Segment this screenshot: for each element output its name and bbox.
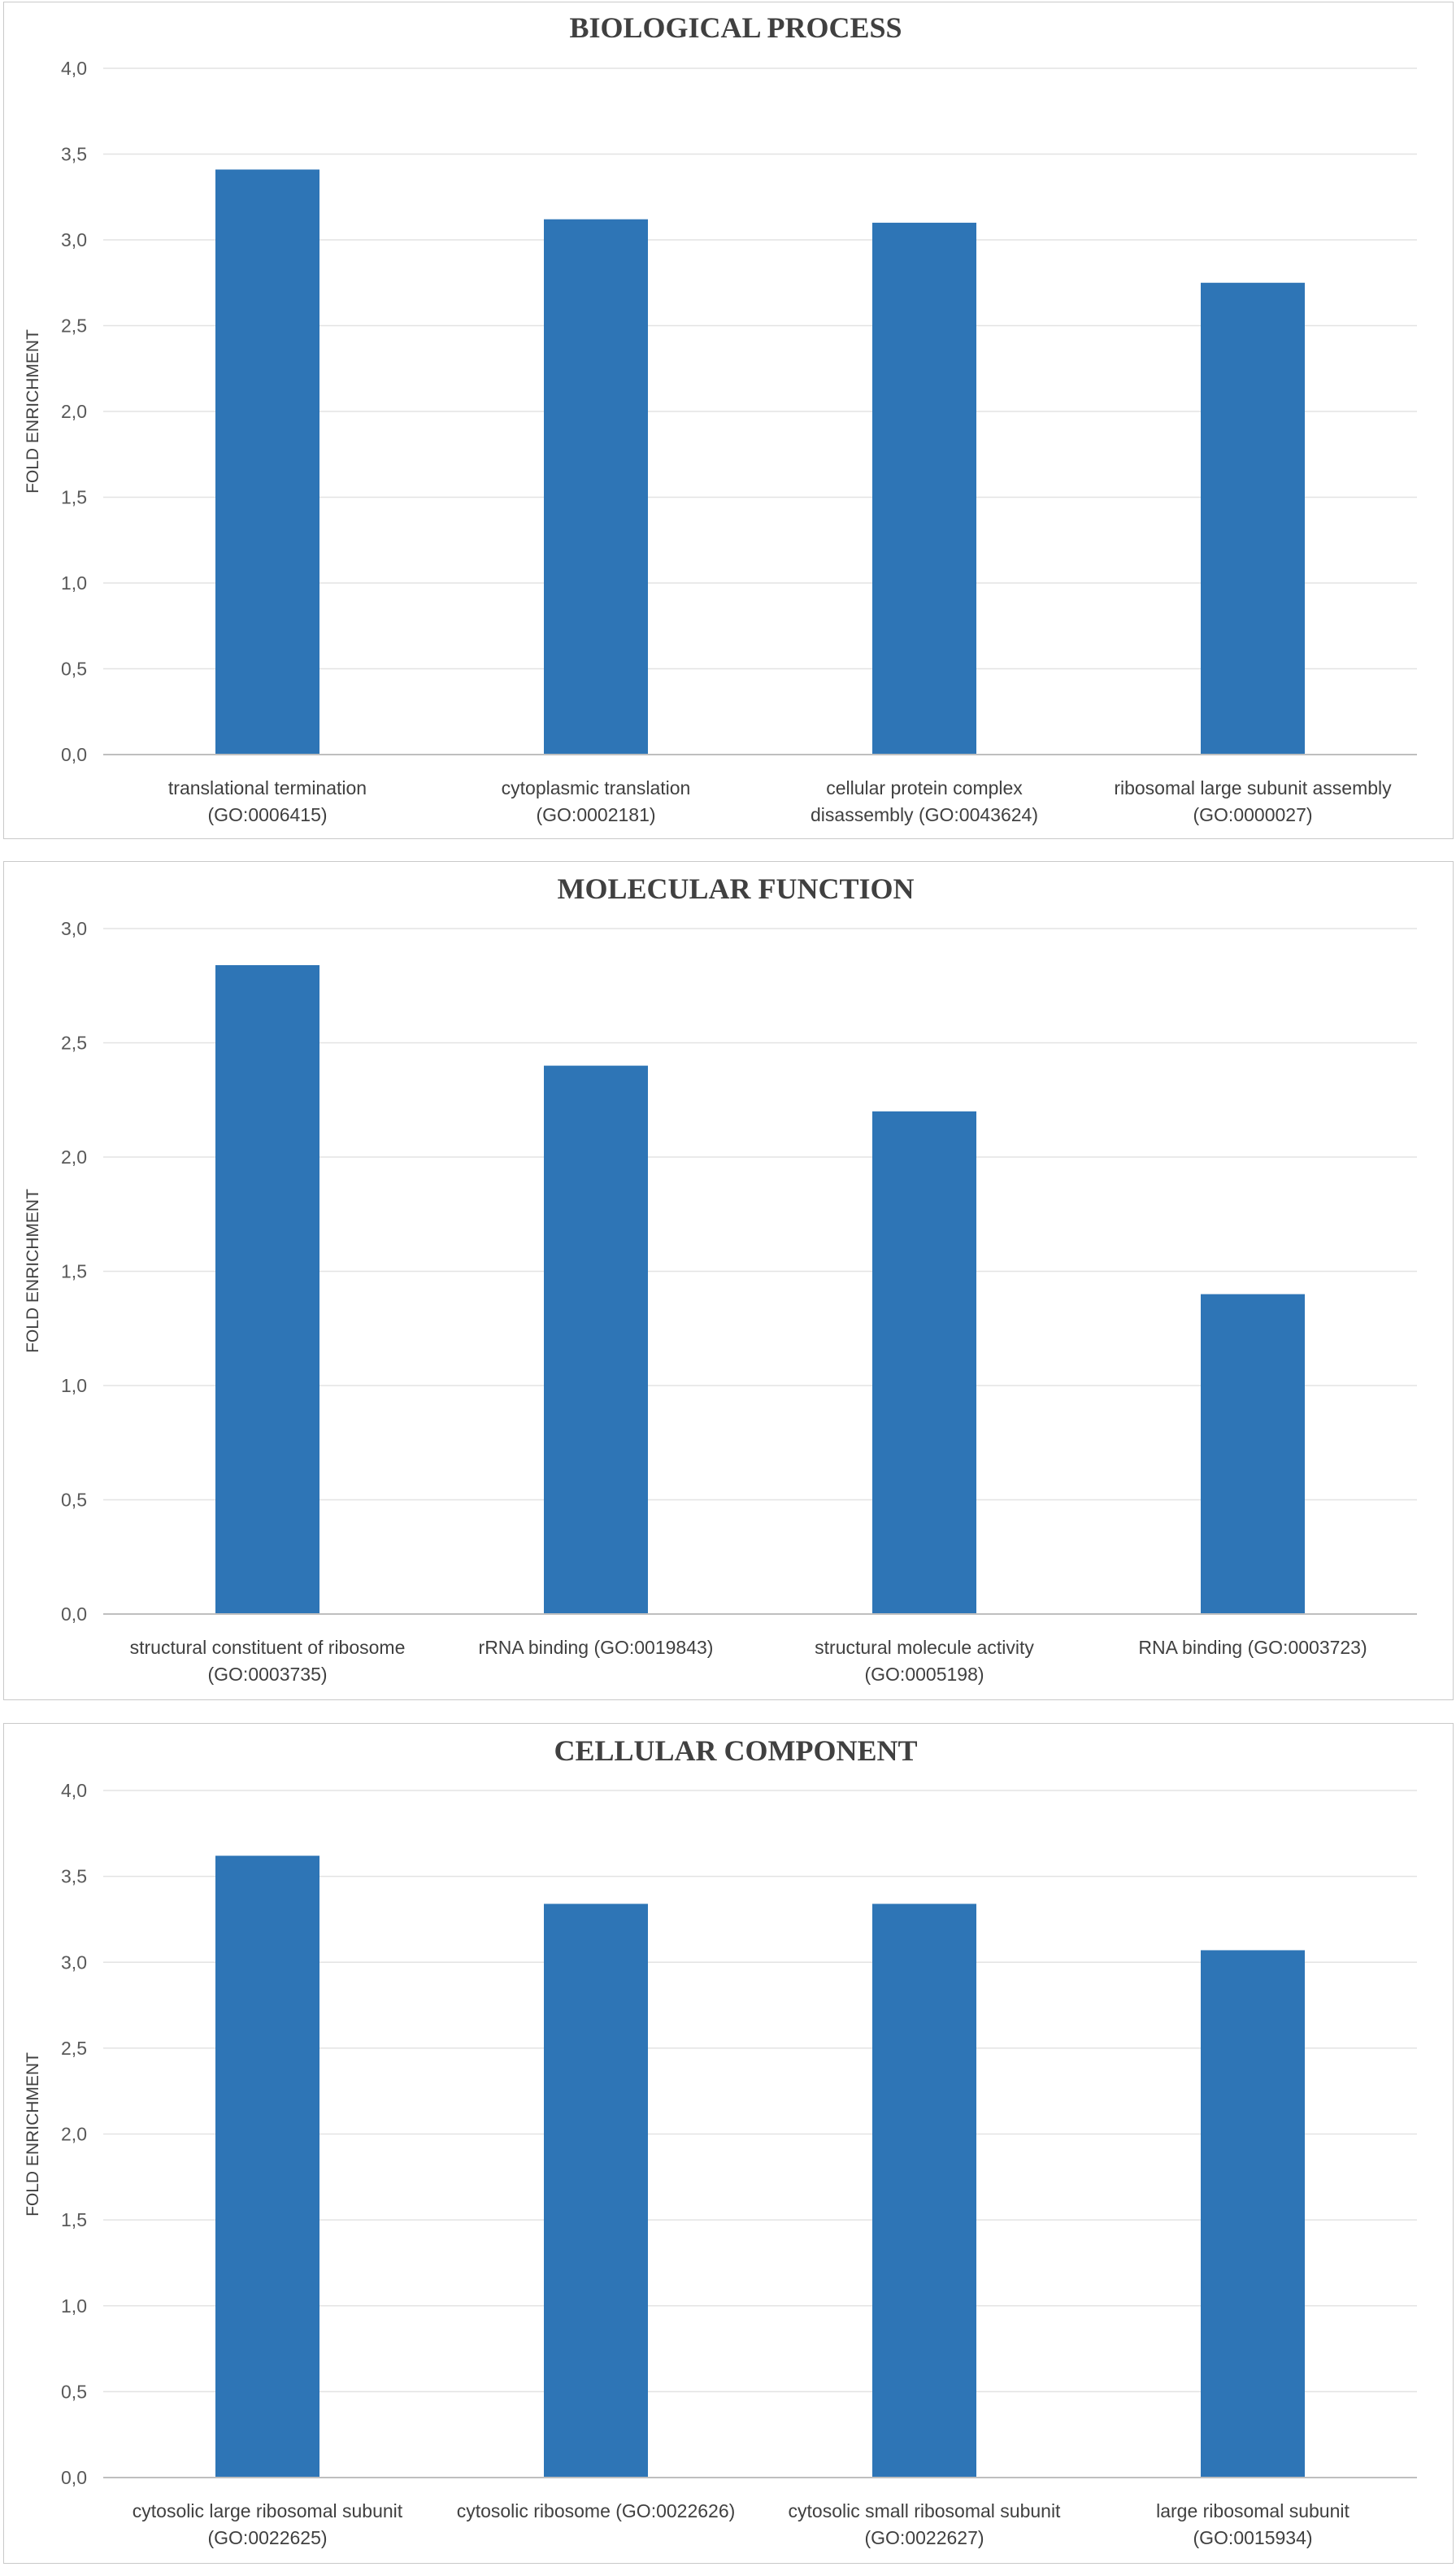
molecular-function-category-label: (GO:0003735) [207,1664,327,1685]
cellular-component-category-label: (GO:0022627) [864,2527,984,2548]
biological-process-y-tick-label: 4,0 [61,58,87,79]
cellular-component-y-tick-label: 0,0 [61,2467,87,2488]
cellular-component-bar [215,1856,319,2478]
biological-process-category-label: (GO:0006415) [207,804,327,825]
molecular-function-y-tick-label: 0,0 [61,1603,87,1625]
biological-process-y-tick-label: 2,5 [61,315,87,337]
molecular-function-category-label: structural constituent of ribosome [130,1637,406,1658]
molecular-function-category-label: (GO:0005198) [864,1664,984,1685]
cellular-component-y-tick-label: 2,0 [61,2124,87,2145]
biological-process-bar [1201,282,1305,755]
molecular-function-category-label: structural molecule activity [815,1637,1034,1658]
cellular-component-y-axis-label: FOLD ENRICHMENT [24,2052,42,2217]
biological-process-bar [215,169,319,755]
biological-process-y-tick-label: 3,0 [61,229,87,250]
molecular-function-category-label: RNA binding (GO:0003723) [1138,1637,1367,1658]
molecular-function-bar [215,964,319,1614]
molecular-function-bar [1201,1294,1305,1614]
molecular-function-bar [544,1065,648,1614]
biological-process-bar [872,222,976,755]
biological-process-y-tick-label: 2,0 [61,401,87,422]
cellular-component-y-tick-label: 3,5 [61,1866,87,1887]
cellular-component-y-tick-label: 0,5 [61,2381,87,2402]
cellular-component-bar [872,1903,976,2478]
cellular-component-bar [1201,1950,1305,2478]
molecular-function-y-tick-label: 1,0 [61,1375,87,1396]
molecular-function-y-tick-label: 3,0 [61,918,87,939]
biological-process-category-label: cytoplasmic translation [502,777,691,798]
molecular-function-chart: MOLECULAR FUNCTION FOLD ENRICHMENT 0,0 0,5 1… [24,872,1417,1685]
cellular-component-category-label: (GO:0015934) [1193,2527,1312,2548]
biological-process-y-axis-label: FOLD ENRICHMENT [24,329,42,494]
biological-process-y-tick-label: 3,5 [61,144,87,165]
cellular-component-panel: CELLULAR COMPONENT FOLD ENRICHMENT 0,0 0,5 1… [3,1723,1454,2564]
molecular-function-y-axis-label: FOLD ENRICHMENT [24,1189,42,1353]
cellular-component-chart: CELLULAR COMPONENT FOLD ENRICHMENT 0,0 0,5 1… [24,1734,1417,2548]
cellular-component-category-label: large ribosomal subunit [1156,2500,1350,2521]
biological-process-category-label: (GO:0000027) [1193,804,1312,825]
molecular-function-y-tick-label: 2,5 [61,1033,87,1054]
cellular-component-y-tick-label: 4,0 [61,1780,87,1801]
cellular-component-category-label: cytosolic small ribosomal subunit [789,2500,1062,2521]
biological-process-category-label: translational termination [168,777,367,798]
biological-process-category-label: ribosomal large subunit assembly [1114,777,1392,798]
cellular-component-y-tick-label: 1,5 [61,2209,87,2230]
biological-process-category-label: disassembly (GO:0043624) [811,804,1038,825]
biological-process-y-tick-label: 0,0 [61,744,87,765]
cellular-component-category-label: cytosolic ribosome (GO:0022626) [457,2500,736,2521]
cellular-component-y-tick-label: 3,0 [61,1951,87,1973]
biological-process-y-tick-label: 1,0 [61,572,87,594]
molecular-function-category-label: rRNA binding (GO:0019843) [479,1637,714,1658]
molecular-function-bar [872,1111,976,1614]
cellular-component-bar [544,1903,648,2478]
cellular-component-title: CELLULAR COMPONENT [554,1734,917,1767]
molecular-function-y-tick-label: 0,5 [61,1490,87,1511]
biological-process-y-tick-label: 0,5 [61,659,87,680]
biological-process-y-tick-label: 1,5 [61,487,87,508]
cellular-component-y-tick-label: 2,5 [61,2038,87,2059]
biological-process-bar [544,219,648,755]
biological-process-chart: BIOLOGICAL PROCESS FOLD ENRICHMENT 0,0 0,5 1… [24,11,1417,825]
biological-process-category-label: (GO:0002181) [536,804,655,825]
cellular-component-category-label: (GO:0022625) [207,2527,327,2548]
molecular-function-y-tick-label: 1,5 [61,1261,87,1282]
molecular-function-title: MOLECULAR FUNCTION [557,872,914,905]
cellular-component-category-label: cytosolic large ribosomal subunit [133,2500,403,2521]
biological-process-category-label: cellular protein complex [826,777,1023,798]
cellular-component-y-tick-label: 1,0 [61,2295,87,2317]
biological-process-title: BIOLOGICAL PROCESS [569,11,902,44]
molecular-function-panel: MOLECULAR FUNCTION FOLD ENRICHMENT 0,0 0,5 1… [3,861,1454,1700]
molecular-function-y-tick-label: 2,0 [61,1146,87,1168]
biological-process-panel: BIOLOGICAL PROCESS FOLD ENRICHMENT 0,0 0,5 1… [3,2,1454,839]
